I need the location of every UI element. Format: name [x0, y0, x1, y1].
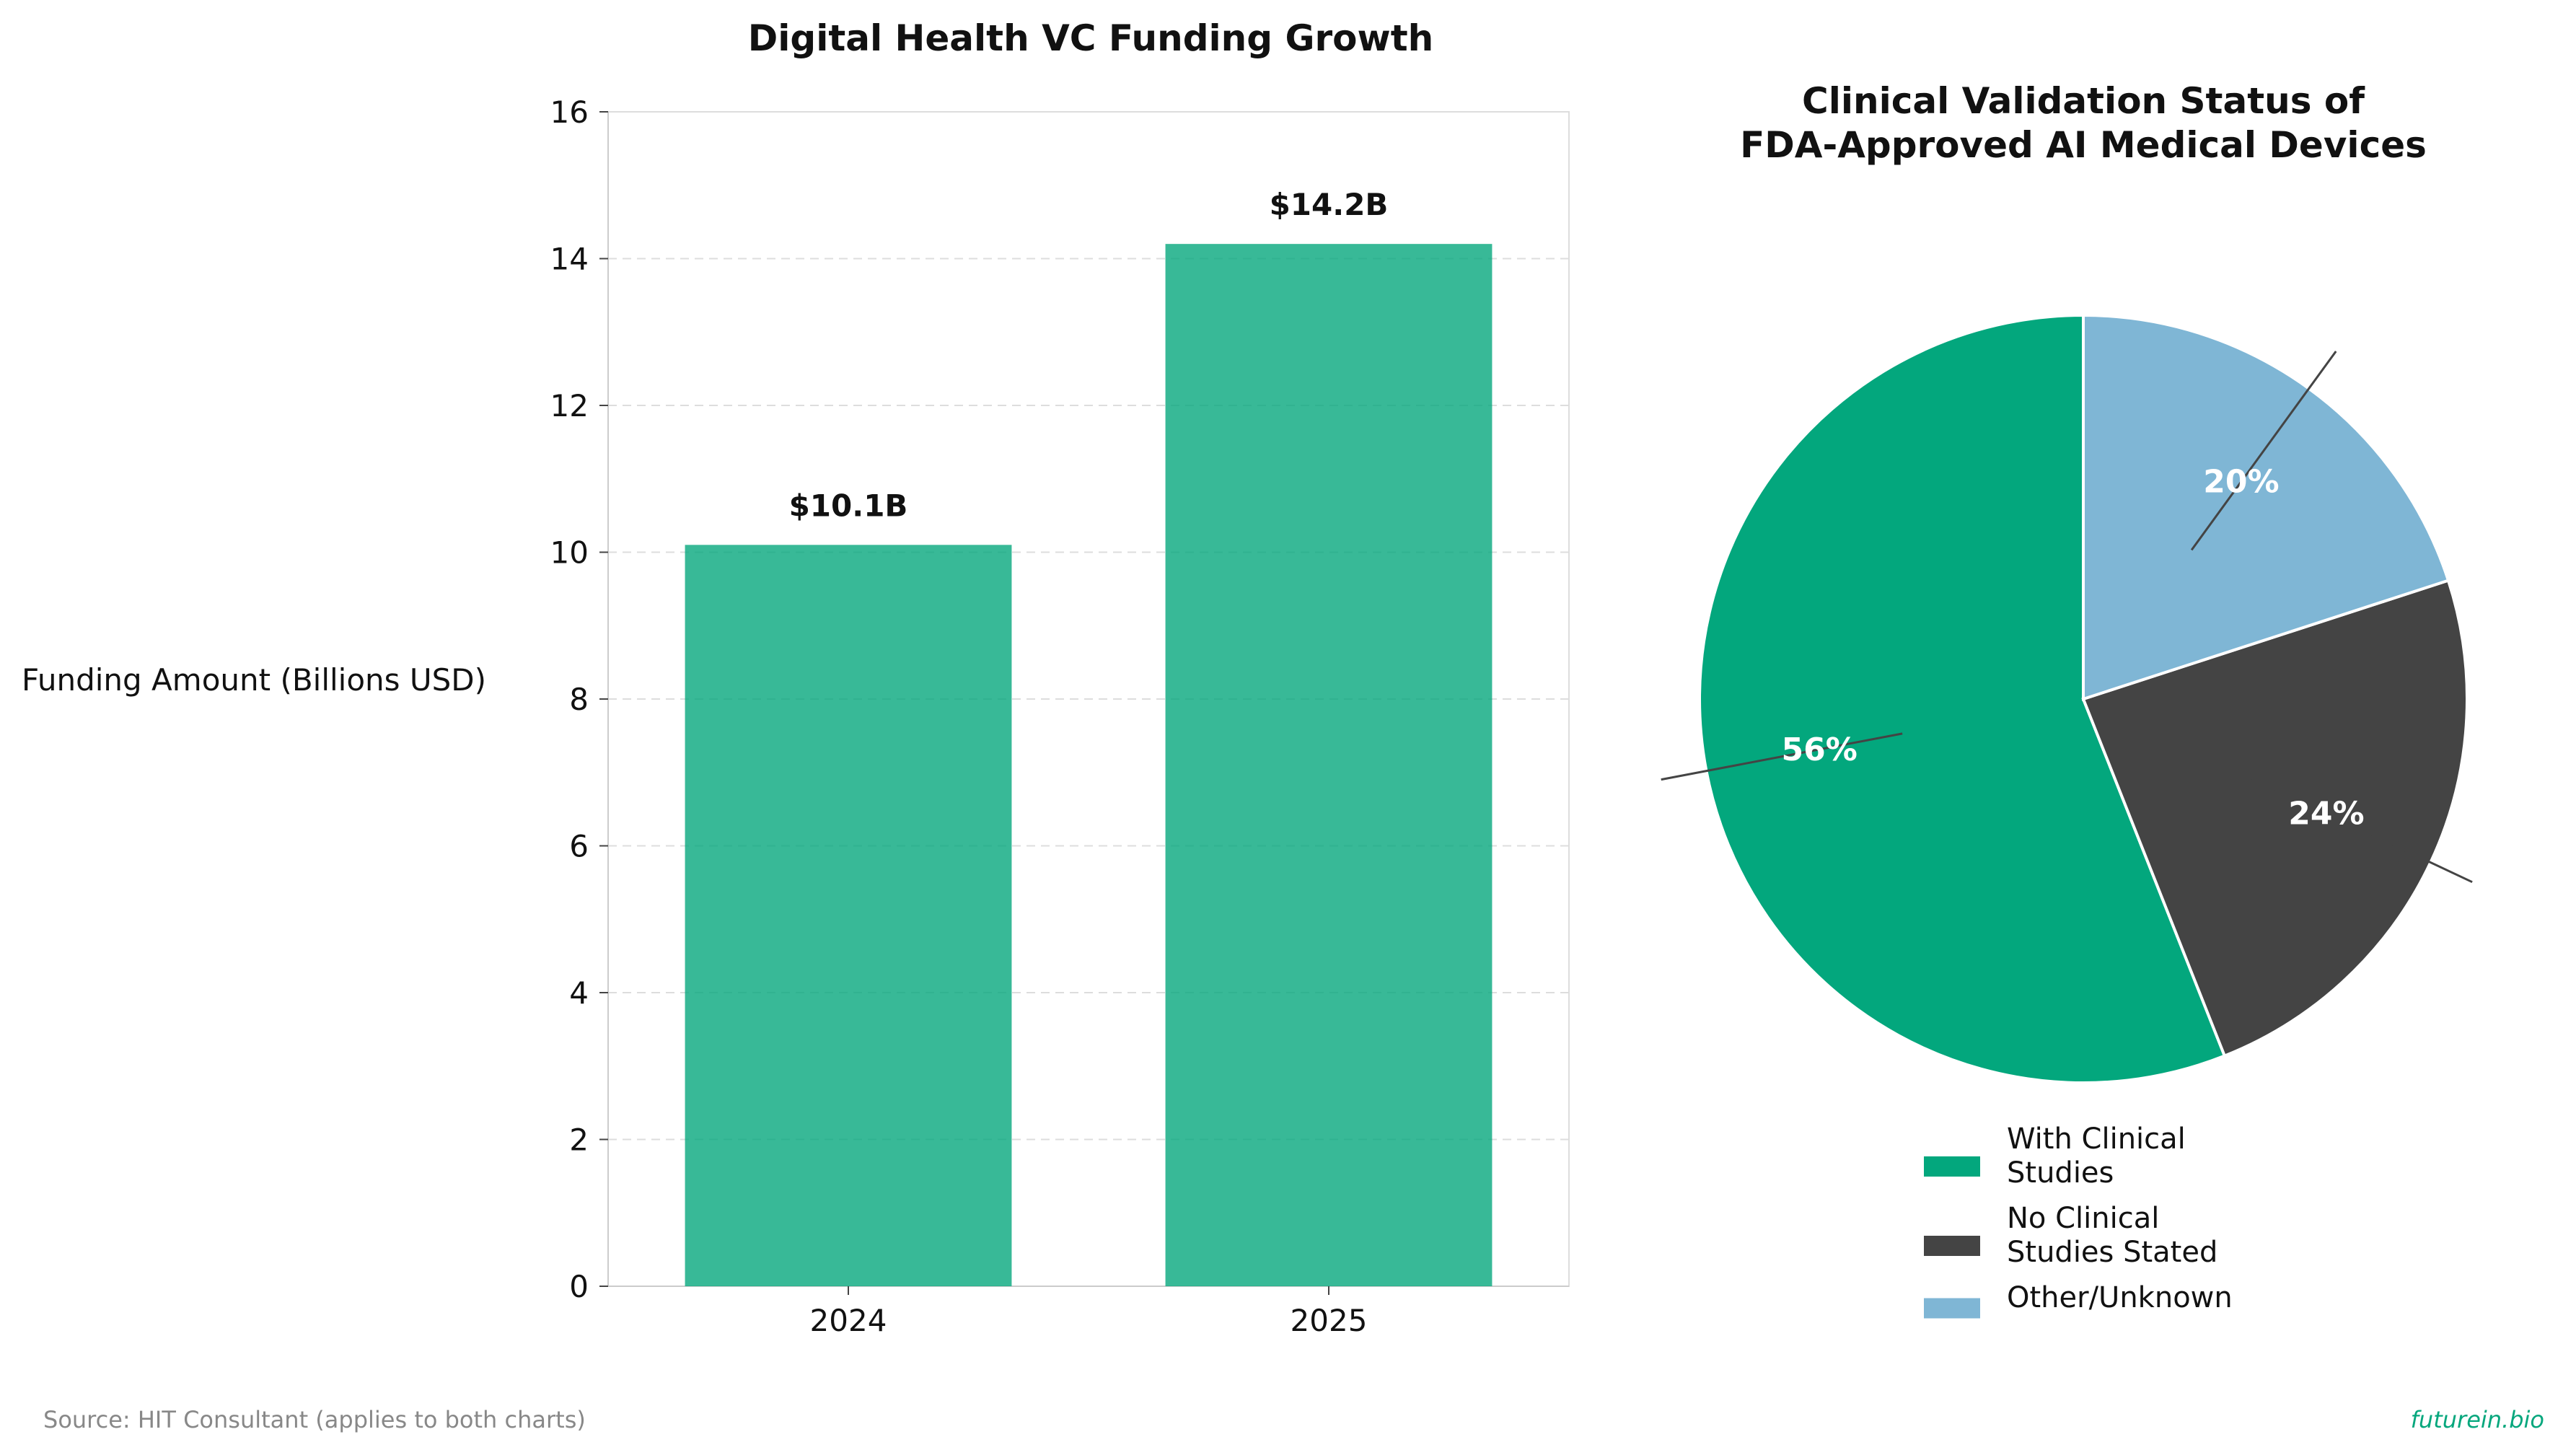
y-tick-label: 12	[550, 388, 589, 423]
legend-label: No Clinical	[2007, 1202, 2159, 1235]
y-tick-label: 6	[569, 829, 589, 864]
y-tick-label: 8	[569, 682, 589, 717]
pie-percent-label: 56%	[1782, 731, 1858, 768]
y-tick-label: 16	[550, 95, 589, 130]
leader-line	[1661, 732, 1903, 781]
bars: $10.1B $14.2B	[685, 187, 1493, 1287]
bar-chart-title: Digital Health VC Funding Growth	[748, 17, 1433, 59]
y-tick-label: 10	[550, 535, 589, 571]
brand-mark: futurein.bio	[2411, 1406, 2544, 1433]
bar-value-label: $14.2B	[1270, 187, 1389, 222]
legend-label: Studies Stated	[2007, 1236, 2217, 1269]
bar-2024	[685, 545, 1012, 1287]
legend-label: Studies	[2007, 1156, 2114, 1190]
y-tick-label: 4	[569, 975, 589, 1011]
legend-label: With Clinical	[2007, 1122, 2186, 1156]
y-axis-label: Funding Amount (Billions USD)	[22, 662, 486, 698]
y-ticks: 0 2 4 6 8 10 12 14 16	[550, 95, 608, 1304]
y-tick-label: 14	[550, 242, 589, 277]
pie-labels: 56% 24% 20%	[1782, 464, 2365, 832]
pie-slices	[1698, 313, 2469, 1084]
pie-percent-label: 20%	[2203, 464, 2279, 501]
y-tick-label: 0	[569, 1269, 589, 1304]
legend-swatch	[1924, 1298, 1980, 1319]
legend-swatch	[1924, 1156, 1980, 1177]
bar-2025	[1165, 244, 1493, 1286]
y-tick-label: 2	[569, 1122, 589, 1158]
pie-chart: Clinical Validation Status of FDA-Approv…	[1661, 80, 2473, 1319]
x-ticks: 2024 2025	[810, 1286, 1368, 1338]
bar-value-label: $10.1B	[789, 488, 908, 523]
pie-chart-title-line-1: Clinical Validation Status of	[1802, 80, 2365, 122]
source-note: Source: HIT Consultant (applies to both …	[43, 1406, 586, 1433]
legend-label: Other/Unknown	[2007, 1281, 2233, 1314]
pie-percent-label: 24%	[2288, 796, 2364, 832]
x-tick-label: 2025	[1291, 1303, 1368, 1338]
pie-chart-title-line-2: FDA-Approved AI Medical Devices	[1740, 124, 2427, 166]
leader-line	[2190, 351, 2337, 551]
legend-swatch	[1924, 1236, 1980, 1256]
pie-leader-lines	[1661, 351, 2473, 884]
leader-line	[2249, 776, 2473, 884]
x-tick-label: 2024	[810, 1303, 887, 1338]
bar-chart: Digital Health VC Funding Growth Funding…	[22, 17, 1570, 1338]
